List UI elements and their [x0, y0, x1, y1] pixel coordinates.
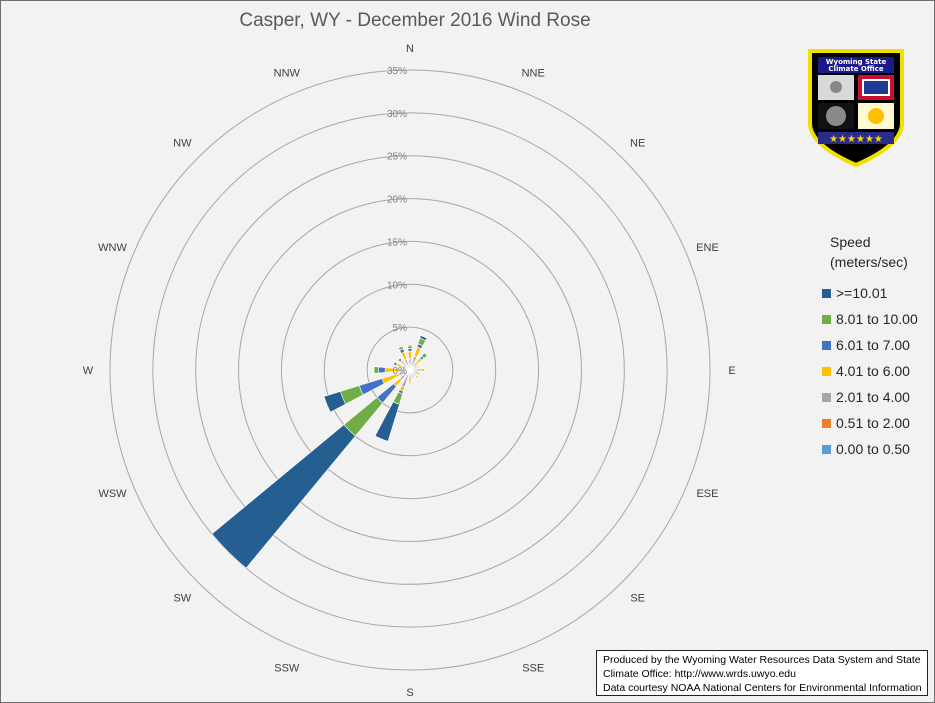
radial-tick-label: 30%: [387, 109, 407, 120]
wedge-segment: [374, 401, 400, 442]
radial-tick-label: 10%: [387, 280, 407, 291]
credits-line-3: Data courtesy NOAA National Centers for …: [603, 682, 922, 694]
direction-label: SW: [173, 593, 191, 605]
wedge-segment: [408, 373, 412, 382]
wedge-segment: [414, 374, 419, 379]
direction-label: NW: [173, 137, 192, 149]
wedge-segment: [377, 366, 386, 374]
direction-label: E: [728, 365, 735, 377]
radial-tick-label: 5%: [393, 323, 408, 334]
wedge-segment: [410, 372, 415, 379]
legend-label: 8.01 to 10.00: [836, 311, 918, 327]
legend-item: 8.01 to 10.00: [818, 306, 933, 332]
legend-label: 4.01 to 6.00: [836, 363, 910, 379]
legend-swatch: [822, 393, 831, 402]
grid-ring: [238, 198, 582, 542]
direction-label: SSW: [274, 662, 300, 674]
legend-swatch: [822, 289, 831, 298]
radial-tick-label: 15%: [387, 237, 407, 248]
direction-wedges: [211, 335, 428, 569]
legend-item: >=10.01: [818, 280, 933, 306]
direction-label: SSE: [522, 662, 544, 674]
legend-label: 2.01 to 4.00: [836, 389, 910, 405]
grid-ring: [280, 240, 540, 500]
legend-item: 4.01 to 6.00: [818, 358, 933, 384]
credits-box: Produced by the Wyoming Water Resources …: [596, 650, 928, 696]
chart-title: Casper, WY - December 2016 Wind Rose: [239, 10, 591, 31]
legend: Speed (meters/sec) >=10.01 8.01 to 10.00 6…: [818, 232, 933, 462]
direction-label: ENE: [696, 242, 719, 254]
legend-label: 6.01 to 7.00: [836, 337, 910, 353]
wedge-segment: [211, 424, 356, 569]
radial-tick-label: 35%: [387, 66, 407, 77]
wedge-segment: [393, 361, 398, 367]
climate-office-logo: Wyoming State Climate Office ★★★★★★: [808, 49, 904, 168]
direction-label: WSW: [98, 488, 127, 500]
legend-label: >=10.01: [836, 285, 888, 301]
wedge-segment: [323, 391, 347, 413]
legend-swatch: [822, 445, 831, 454]
direction-label: W: [83, 365, 94, 377]
wedge-segment: [343, 396, 384, 437]
credits-line-2: Climate Office: http://www.wrds.uwyo.edu: [603, 668, 796, 680]
legend-label: 0.00 to 0.50: [836, 441, 910, 457]
grid-ring: [366, 326, 454, 414]
radial-tick-label: 0%: [393, 366, 408, 377]
radial-grid: [109, 69, 711, 671]
logo-text-line2: Climate Office: [828, 65, 883, 73]
wedge-segment: [412, 370, 421, 376]
direction-label: NNE: [522, 68, 545, 80]
svg-text:★★★★★★: ★★★★★★: [829, 134, 883, 145]
direction-label: N: [406, 43, 414, 55]
grid-ring: [152, 112, 668, 628]
legend-item: 0.51 to 2.00: [818, 410, 933, 436]
wedge-segment: [408, 380, 412, 385]
direction-label: NNW: [274, 68, 301, 80]
radial-tick-label: 25%: [387, 152, 407, 163]
legend-item: 0.00 to 0.50: [818, 436, 933, 462]
legend-label: 0.51 to 2.00: [836, 415, 910, 431]
legend-swatch: [822, 341, 831, 350]
wedge-segment: [358, 378, 385, 396]
direction-label: ESE: [696, 488, 718, 500]
wedge-segment: [408, 358, 412, 367]
legend-item: 2.01 to 4.00: [818, 384, 933, 410]
legend-swatch: [822, 367, 831, 376]
wedge-segment: [413, 368, 422, 372]
radial-tick-label: 20%: [387, 195, 407, 206]
wedge-segment: [407, 348, 413, 352]
wedge-segment: [407, 344, 413, 347]
legend-title: Speed: [830, 234, 871, 250]
direction-label: S: [406, 687, 413, 699]
wedge-segment: [373, 366, 379, 374]
wedge-segment: [397, 357, 403, 363]
direction-label: NE: [630, 137, 645, 149]
grid-ring: [195, 155, 625, 585]
direction-label: WNW: [98, 242, 127, 254]
grid-ring: [323, 283, 497, 457]
grid-ring: [109, 69, 711, 671]
legend-item: 6.01 to 7.00: [818, 332, 933, 358]
radial-tick-labels: 0% 5% 10% 15% 20% 25% 30% 35%: [387, 66, 407, 377]
wedge-segment: [407, 350, 413, 360]
wedge-segment: [407, 345, 413, 349]
wedge-segment: [421, 352, 428, 359]
wedge-segment: [419, 335, 428, 341]
direction-label: SE: [630, 593, 645, 605]
credits-line-1: Produced by the Wyoming Water Resources …: [603, 654, 921, 666]
wedge-segment: [397, 345, 404, 351]
wedge-segment: [415, 365, 420, 369]
legend-swatch: [822, 419, 831, 428]
legend-swatch: [822, 315, 831, 324]
direction-labels: N NNE NE ENE E ESE SE SSE S SSW SW WSW W WNW NW NNW: [83, 43, 736, 699]
legend-subtitle: (meters/sec): [830, 254, 908, 270]
logo-text-line1: Wyoming State: [826, 58, 887, 66]
wedge-segment: [420, 368, 425, 372]
